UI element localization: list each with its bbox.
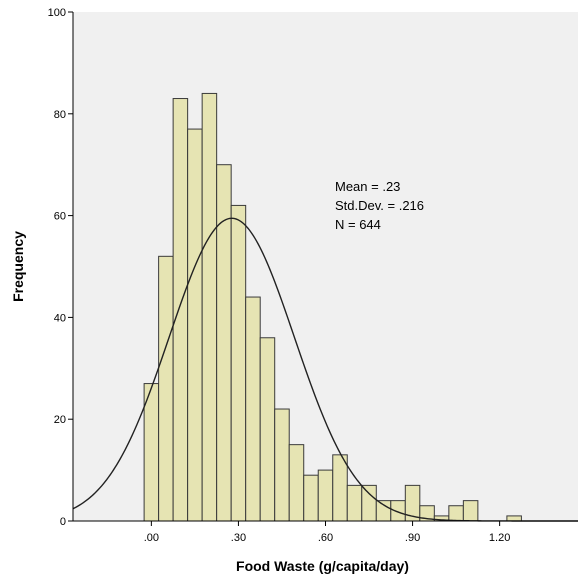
stat-std-dev: Std.Dev. = .216 bbox=[335, 198, 424, 213]
x-tick-label: .00 bbox=[144, 532, 159, 544]
histogram-bar bbox=[159, 256, 174, 521]
x-tick-label: .90 bbox=[405, 532, 420, 544]
histogram-bar bbox=[507, 516, 522, 521]
histogram-bar bbox=[449, 506, 464, 521]
x-tick-label: .30 bbox=[231, 532, 246, 544]
y-axis-label: Frequency bbox=[10, 231, 26, 302]
histogram-bar bbox=[318, 470, 333, 521]
histogram-bar bbox=[463, 501, 478, 521]
y-tick-label: 60 bbox=[54, 211, 66, 223]
histogram-bar bbox=[260, 338, 275, 521]
histogram-bar bbox=[275, 409, 290, 521]
y-tick-label: 80 bbox=[54, 109, 66, 121]
y-tick-label: 100 bbox=[48, 7, 66, 19]
histogram-bar bbox=[362, 485, 377, 521]
histogram-bar bbox=[289, 445, 304, 521]
stat-mean: Mean = .23 bbox=[335, 179, 400, 194]
histogram-bar bbox=[202, 93, 217, 521]
y-tick-label: 40 bbox=[54, 312, 66, 324]
histogram-bar bbox=[246, 297, 261, 521]
x-axis-label: Food Waste (g/capita/day) bbox=[236, 558, 409, 574]
y-tick-label: 20 bbox=[54, 414, 66, 426]
histogram-bar bbox=[231, 205, 246, 521]
stat-n: N = 644 bbox=[335, 217, 381, 232]
histogram-bar bbox=[333, 455, 348, 521]
histogram-bar bbox=[376, 501, 391, 521]
histogram-bar bbox=[188, 129, 203, 521]
histogram-bar bbox=[391, 501, 406, 521]
histogram-bar bbox=[347, 485, 362, 521]
histogram-bar bbox=[144, 384, 159, 521]
histogram-bar bbox=[304, 475, 319, 521]
x-tick-label: 1.20 bbox=[489, 532, 510, 544]
histogram-bar bbox=[173, 99, 188, 521]
y-tick-label: 0 bbox=[60, 516, 66, 528]
x-tick-label: .60 bbox=[318, 532, 333, 544]
